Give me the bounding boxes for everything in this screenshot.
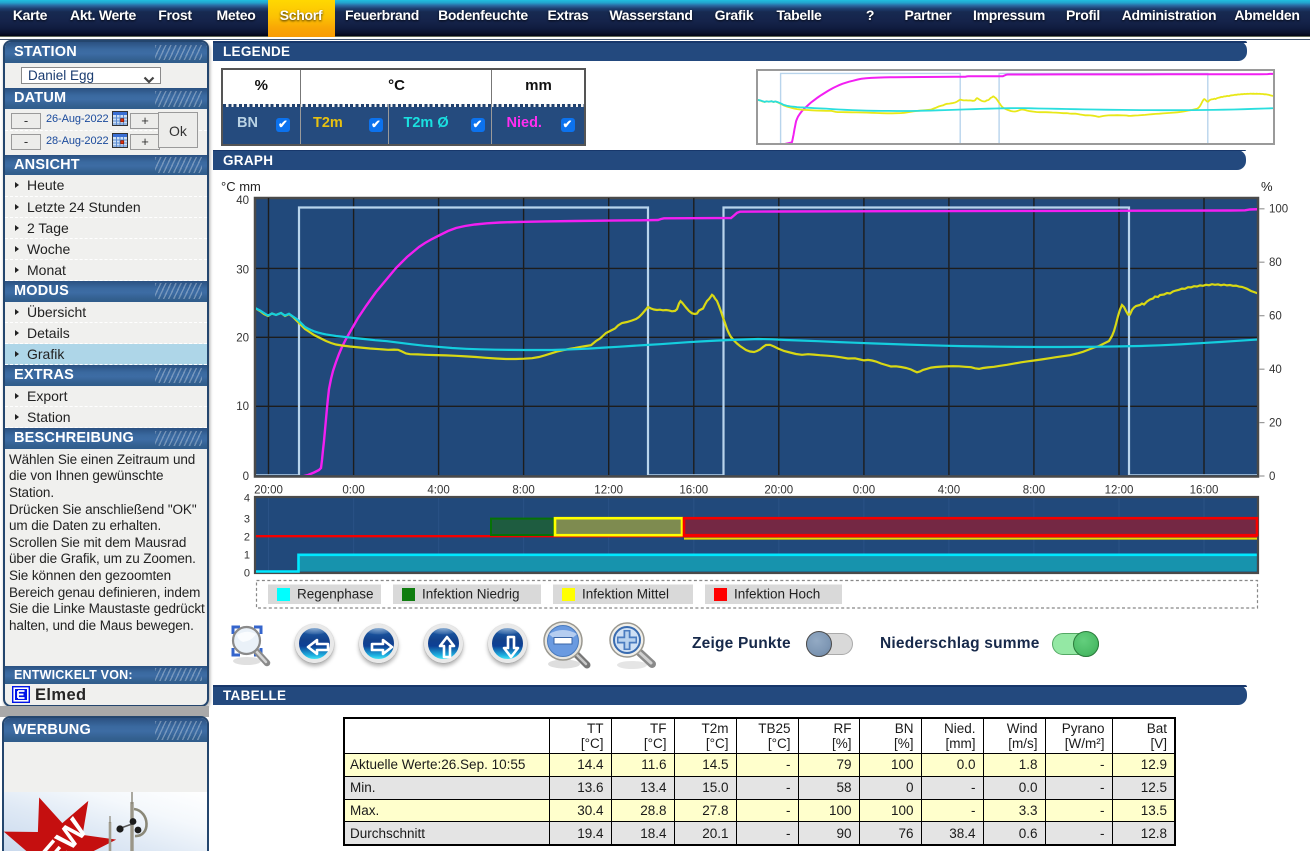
svg-text:20:00: 20:00 (254, 485, 283, 497)
svg-text:4:00: 4:00 (938, 485, 960, 497)
svg-text:1: 1 (244, 550, 250, 562)
svg-text:0: 0 (244, 568, 250, 580)
svg-text:40: 40 (1269, 364, 1282, 376)
svg-text:20: 20 (236, 333, 249, 345)
svg-text:Infektion Niedrig: Infektion Niedrig (422, 587, 520, 602)
svg-text:Regenphase: Regenphase (297, 587, 374, 602)
svg-text:%: % (1261, 179, 1273, 194)
svg-text:4: 4 (244, 493, 250, 505)
svg-text:2: 2 (244, 532, 250, 544)
svg-text:20:00: 20:00 (764, 485, 793, 497)
svg-text:16:00: 16:00 (679, 485, 708, 497)
svg-text:4:00: 4:00 (427, 485, 449, 497)
svg-text:0:00: 0:00 (853, 485, 875, 497)
svg-text:3: 3 (244, 514, 250, 526)
svg-text:30: 30 (236, 265, 249, 277)
svg-text:80: 80 (1269, 257, 1282, 269)
svg-text:16:00: 16:00 (1190, 485, 1219, 497)
svg-text:100: 100 (1269, 204, 1288, 216)
svg-text:20: 20 (1269, 417, 1282, 429)
svg-text:°C mm: °C mm (221, 179, 261, 194)
svg-text:Infektion Mittel: Infektion Mittel (582, 587, 669, 602)
svg-text:8:00: 8:00 (512, 485, 534, 497)
svg-text:0: 0 (243, 471, 249, 483)
svg-text:Infektion Hoch: Infektion Hoch (734, 587, 820, 602)
svg-text:0: 0 (1269, 471, 1275, 483)
svg-text:12:00: 12:00 (594, 485, 623, 497)
svg-text:10: 10 (236, 401, 249, 413)
svg-text:60: 60 (1269, 311, 1282, 323)
svg-text:40: 40 (236, 195, 249, 207)
svg-text:0:00: 0:00 (342, 485, 364, 497)
svg-text:12:00: 12:00 (1105, 485, 1134, 497)
svg-text:8:00: 8:00 (1023, 485, 1045, 497)
